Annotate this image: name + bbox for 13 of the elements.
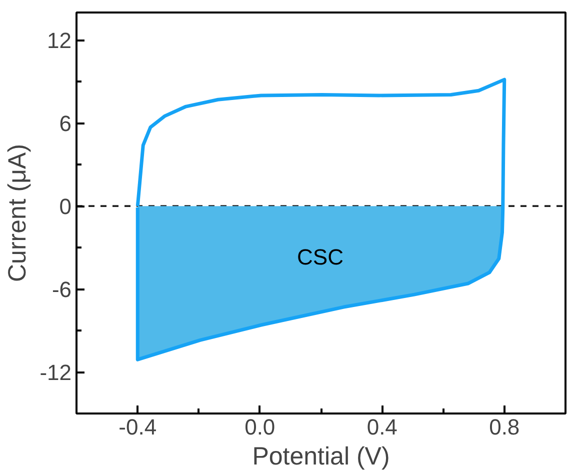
x-tick-label: 0.0: [244, 414, 276, 440]
x-tick-label: 0.4: [366, 414, 398, 440]
y-tick-label: 6: [59, 111, 72, 136]
x-tick-label: 0.8: [489, 414, 520, 440]
y-tick-label: 12: [47, 28, 72, 54]
y-tick-label: 0: [59, 194, 72, 220]
x-tick-label: -0.4: [118, 414, 157, 440]
line-series: [136, 78, 506, 362]
annotation: CSC: [297, 244, 344, 270]
y-tick-label: -12: [40, 360, 72, 386]
y-tick-label: -6: [52, 277, 72, 302]
x-axis-title: Potential (V): [252, 442, 390, 470]
y-axis-title: Current (μA): [4, 144, 32, 282]
